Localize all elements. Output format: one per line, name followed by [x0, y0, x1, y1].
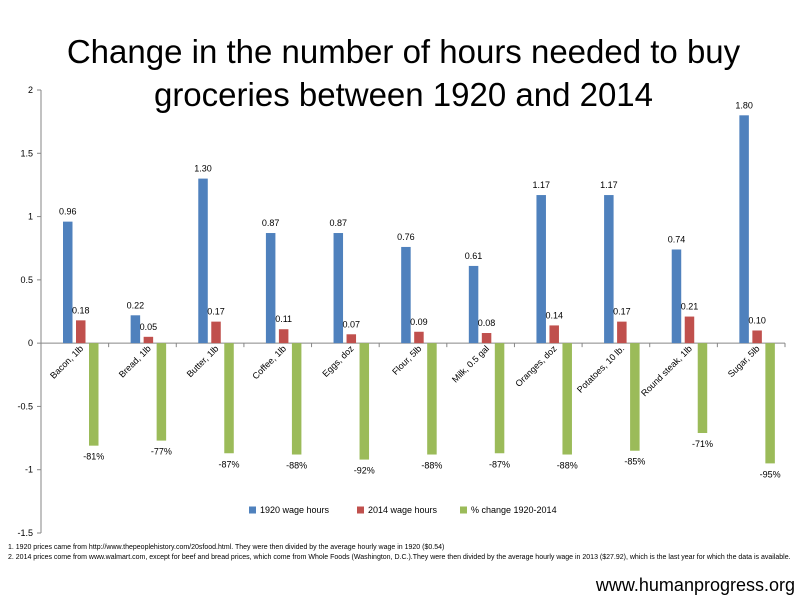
bar-2 — [211, 321, 221, 344]
bar-2 — [684, 316, 695, 344]
data-label: 0.18 — [72, 305, 90, 315]
bar-3 — [427, 343, 437, 455]
data-label: 0.08 — [478, 318, 496, 328]
y-tick-label: 0.5 — [20, 275, 33, 285]
data-label: 0.87 — [262, 218, 280, 228]
y-tick-label: -1 — [25, 465, 33, 475]
data-label: -77% — [151, 447, 172, 457]
bar-2 — [143, 336, 154, 344]
x-tick-label: Bacon, 1lb — [48, 343, 85, 380]
x-tick-label: Milk, 0.5 gal — [450, 343, 491, 384]
x-tick-label: Potatoes, 10 lb. — [575, 343, 626, 394]
bar-2 — [481, 333, 492, 344]
footnote-1: 1. 1920 prices came from http://www.thep… — [8, 544, 445, 551]
bar-1 — [333, 233, 344, 344]
bar-3 — [89, 343, 99, 446]
legend-swatch — [249, 506, 256, 514]
bar-3 — [291, 343, 302, 455]
data-label: -92% — [354, 466, 375, 476]
data-label: -88% — [286, 461, 307, 471]
data-label: 0.11 — [275, 314, 292, 324]
x-tick-label: Flour, 5lb — [390, 343, 423, 376]
data-label: 0.09 — [410, 317, 428, 327]
bar-3 — [156, 343, 167, 441]
data-label: 0.22 — [127, 300, 145, 310]
x-tick-label: Sugar, 5lb — [726, 343, 762, 379]
y-tick-label: 1.5 — [20, 148, 33, 158]
legend-swatch — [460, 506, 467, 514]
source-credit: www.humanprogress.org — [595, 575, 795, 595]
bar-1 — [265, 233, 276, 344]
bar-3 — [359, 343, 370, 460]
bar-2 — [414, 331, 424, 344]
bar-1 — [604, 195, 614, 344]
data-label: -87% — [489, 459, 510, 469]
bar-3 — [494, 343, 505, 454]
data-label: 0.76 — [397, 232, 415, 242]
chart-title-line-2: groceries between 1920 and 2014 — [153, 76, 654, 113]
bar-3 — [765, 343, 775, 464]
bar-1 — [739, 115, 749, 344]
bar-1 — [130, 315, 141, 344]
data-label: 0.74 — [668, 234, 686, 244]
data-label: 0.07 — [343, 319, 361, 329]
bar-1 — [401, 246, 411, 344]
y-tick-label: -1.5 — [17, 528, 33, 538]
data-label: -85% — [624, 457, 645, 467]
data-label: 0.87 — [330, 218, 348, 228]
bar-3 — [562, 343, 572, 455]
legend-swatch — [357, 506, 364, 514]
data-label: 0.17 — [207, 307, 225, 317]
data-label: 0.61 — [465, 251, 483, 261]
x-tick-label: Eggs, doz — [320, 343, 356, 379]
legend-label: 1920 wage hours — [260, 505, 330, 515]
data-label: 0.17 — [613, 307, 631, 317]
data-label: 1.17 — [600, 180, 618, 190]
data-label: 0.14 — [545, 310, 563, 320]
data-label: -88% — [421, 461, 442, 471]
data-label: 0.05 — [140, 322, 158, 332]
y-tick-label: -0.5 — [17, 401, 33, 411]
legend-label: % change 1920-2014 — [471, 505, 557, 515]
footnote-2: 2. 2014 prices come from www.walmart.com… — [8, 554, 791, 561]
x-tick-label: Bread, 1lb — [117, 343, 153, 379]
bar-1 — [198, 178, 208, 344]
data-label: 1.80 — [735, 100, 753, 110]
y-tick-label: 2 — [28, 85, 33, 95]
bar-1 — [63, 221, 73, 344]
bar-3 — [224, 343, 234, 454]
data-label: -71% — [692, 439, 713, 449]
bar-2 — [752, 330, 762, 344]
x-tick-label: Round steak, 1lb — [639, 343, 694, 398]
chart-title-line-1: Change in the number of hours needed to … — [66, 33, 741, 70]
data-label: 0.10 — [748, 315, 766, 325]
bar-2 — [278, 329, 289, 344]
bar-1 — [536, 195, 546, 344]
legend-label: 2014 wage hours — [368, 505, 438, 515]
bar-3 — [697, 343, 708, 434]
data-label: -87% — [219, 459, 240, 469]
data-label: 0.21 — [681, 302, 699, 312]
data-label: -81% — [83, 452, 104, 462]
y-tick-label: 0 — [28, 338, 33, 348]
chart-title: Change in the number of hours needed to … — [0, 30, 807, 116]
bar-1 — [468, 265, 479, 344]
footnotes: 1. 1920 prices came from http://www.thep… — [8, 543, 803, 563]
bar-2 — [76, 320, 86, 344]
data-label: -88% — [557, 461, 578, 471]
bar-2 — [549, 325, 559, 344]
y-tick-label: 1 — [28, 212, 33, 222]
bar-3 — [630, 343, 640, 451]
data-label: 1.17 — [532, 180, 550, 190]
data-label: 0.96 — [59, 207, 77, 217]
bar-2 — [617, 321, 627, 344]
bar-2 — [346, 334, 357, 344]
x-tick-label: Coffee, 1lb — [250, 343, 288, 381]
x-tick-label: Oranges, doz — [513, 343, 559, 389]
data-label: 1.30 — [194, 164, 212, 174]
x-tick-label: Butter, 1lb — [185, 343, 221, 379]
bar-1 — [671, 249, 682, 344]
data-label: -95% — [760, 469, 781, 479]
